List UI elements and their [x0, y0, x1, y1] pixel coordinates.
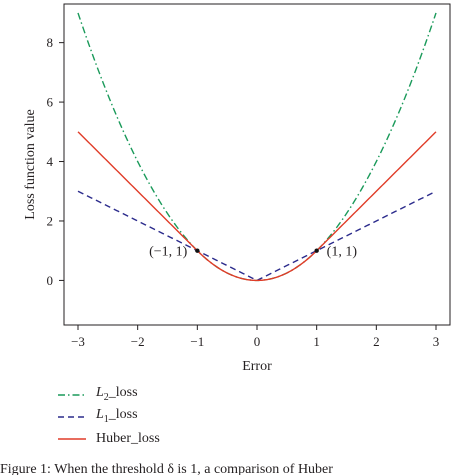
figure-caption: Figure 1: When the threshold δ is 1, a c… [0, 462, 333, 475]
x-axis-label: Error [242, 359, 272, 374]
x-tick-label: 3 [433, 334, 440, 349]
x-tick-label: 0 [254, 334, 261, 349]
legend-swatch [58, 438, 86, 440]
series-layer [77, 12, 437, 282]
legend-label: L1_loss [96, 406, 138, 425]
annotation-layer: (−1, 1) (1, 1) [149, 245, 357, 260]
y-tick-label: 4 [47, 154, 54, 169]
legend-swatch [58, 394, 86, 396]
x-tick-label: −1 [190, 334, 204, 349]
legend-item-l1-loss: L1_loss [58, 406, 160, 428]
plot-frame [63, 3, 451, 326]
y-axis-label: Loss function value [23, 109, 38, 219]
x-tick-label: 1 [313, 334, 320, 349]
legend-item-l2-loss: L2_loss [58, 384, 160, 406]
x-tick-label: −2 [131, 334, 145, 349]
legend-swatch [58, 416, 86, 418]
annotation-point [314, 248, 319, 253]
legend-label: Huber_loss [96, 431, 160, 446]
y-tick-label: 2 [47, 213, 54, 228]
plot-area [63, 3, 451, 326]
legend: L2_loss L1_loss Huber_loss [58, 384, 160, 450]
x-tick-label: 2 [373, 334, 380, 349]
annotation-label: (−1, 1) [149, 245, 188, 260]
annotation-label: (1, 1) [327, 245, 358, 260]
legend-item-huber-loss: Huber_loss [58, 428, 160, 450]
y-tick-label: 6 [47, 95, 54, 110]
series-line-huber-loss [77, 131, 437, 282]
series-line-l1-loss [77, 190, 437, 282]
y-tick-label: 0 [47, 273, 54, 288]
annotation-point [195, 248, 200, 253]
axes-layer: −3 −2 −1 0 1 2 3 0 2 4 6 8 Error Loss function value [23, 35, 439, 374]
x-tick-label: −3 [71, 334, 85, 349]
legend-label: L2_loss [96, 384, 138, 403]
y-tick-label: 8 [47, 35, 54, 50]
